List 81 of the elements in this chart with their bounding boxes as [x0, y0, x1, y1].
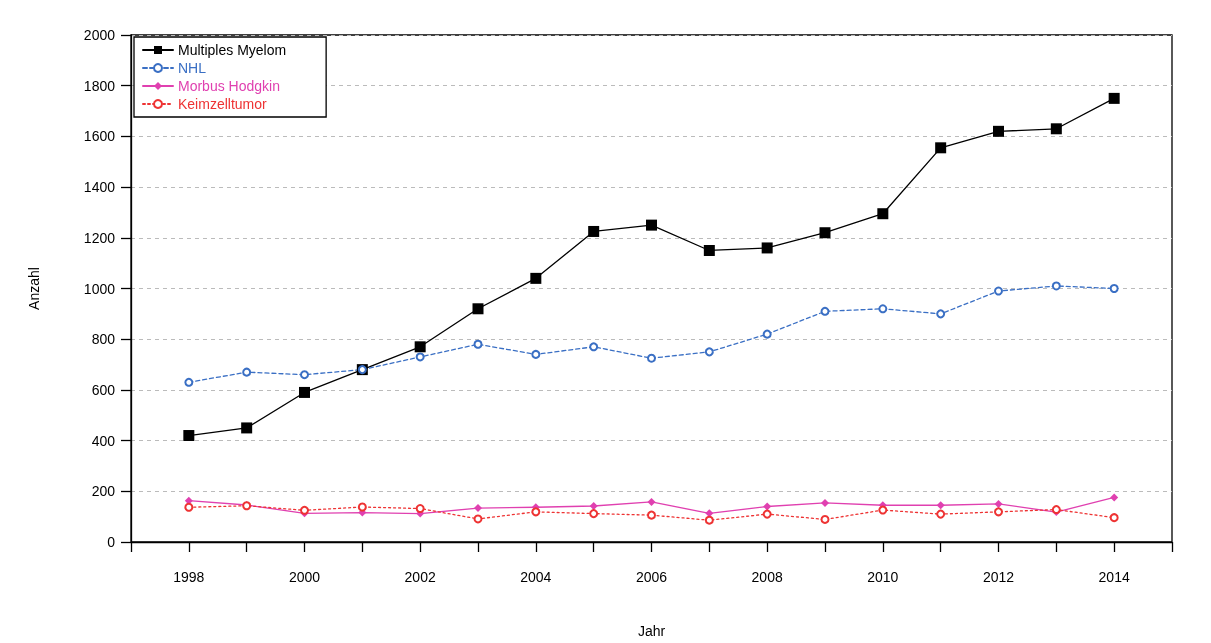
point — [300, 505, 309, 515]
point — [589, 509, 599, 519]
y-tick-label: 1200 — [83, 229, 116, 246]
point — [994, 507, 1003, 517]
y-tick-label: 2000 — [83, 27, 116, 43]
x-tick-label: 2008 — [751, 569, 783, 585]
y-tick-label: 1400 — [83, 179, 116, 196]
point — [994, 499, 1003, 508]
x-tick-label: 2004 — [520, 569, 552, 585]
point — [589, 502, 598, 510]
point — [300, 370, 309, 380]
x-tick-label: 2006 — [635, 569, 668, 585]
point — [183, 430, 195, 442]
point — [414, 341, 426, 353]
point — [184, 502, 194, 512]
point — [415, 504, 425, 514]
point — [589, 342, 599, 352]
point — [762, 509, 772, 519]
y-tick-label: 600 — [91, 381, 116, 398]
point — [299, 386, 310, 398]
point — [588, 225, 600, 237]
point — [242, 367, 252, 377]
point — [473, 514, 483, 524]
y-tick-label: 1800 — [83, 77, 116, 94]
legend-label: Morbus Hodgkin — [178, 78, 280, 94]
legend-label: Multiples Myelom — [178, 42, 287, 58]
point — [531, 507, 541, 517]
x-tick-label: 2010 — [867, 569, 899, 585]
point — [704, 347, 714, 357]
point — [936, 501, 945, 510]
point — [994, 286, 1003, 296]
point — [878, 304, 888, 314]
point — [761, 242, 773, 254]
x-tick-label: 1998 — [173, 569, 205, 585]
x-axis-title: Jahr — [637, 623, 666, 639]
point — [531, 349, 541, 359]
y-tick-label: 1000 — [83, 280, 116, 297]
point — [357, 502, 367, 512]
point — [415, 352, 425, 362]
y-tick-label: 200 — [91, 483, 116, 500]
point — [474, 504, 482, 513]
point — [762, 329, 772, 339]
point — [473, 339, 483, 349]
point — [1110, 493, 1119, 502]
point — [820, 306, 830, 316]
point — [703, 244, 715, 256]
point — [1050, 123, 1062, 135]
point — [821, 498, 829, 507]
point — [936, 509, 946, 519]
point — [1109, 284, 1119, 293]
x-tick-label: 2012 — [982, 569, 1015, 585]
point — [1109, 513, 1119, 523]
point — [647, 497, 656, 506]
point — [241, 422, 253, 434]
point — [936, 309, 946, 319]
point — [820, 514, 830, 524]
legend-label: NHL — [178, 60, 207, 76]
point — [1108, 92, 1120, 104]
y-axis-title: Anzahl — [26, 267, 42, 310]
point — [763, 502, 772, 511]
point — [878, 505, 888, 515]
point — [647, 510, 656, 520]
x-tick-label: 2002 — [404, 569, 436, 585]
legend-label: Keimzelltumor — [178, 96, 268, 112]
point — [646, 219, 657, 231]
y-tick-label: 400 — [91, 432, 116, 449]
x-tick-label: 2014 — [1098, 569, 1130, 585]
point — [877, 208, 889, 220]
x-tick-label: 2000 — [288, 569, 321, 585]
point — [472, 303, 484, 315]
y-tick-label: 0 — [107, 534, 116, 550]
point — [704, 515, 714, 525]
point — [1051, 281, 1061, 291]
y-tick-label: 1600 — [83, 128, 116, 145]
point — [647, 353, 656, 363]
point — [819, 227, 831, 239]
point — [184, 377, 194, 387]
point — [935, 142, 947, 154]
y-tick-label: 800 — [91, 331, 116, 348]
point — [530, 272, 542, 284]
point — [993, 125, 1004, 137]
